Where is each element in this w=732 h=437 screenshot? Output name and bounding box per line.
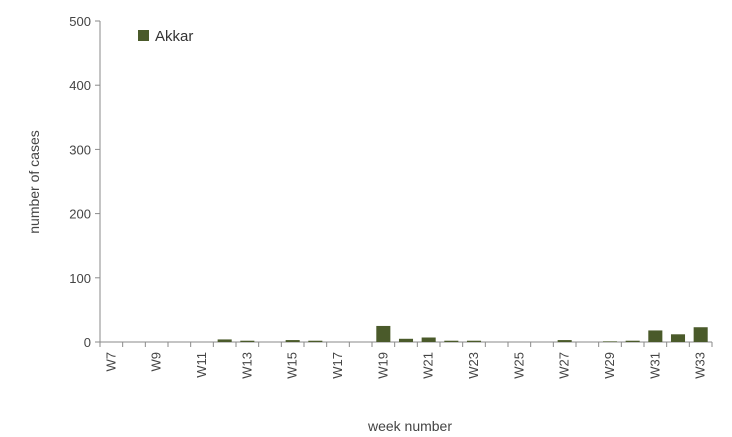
bar-w13 (240, 340, 255, 342)
legend-swatch-akkar (138, 30, 149, 41)
bar-w30 (625, 340, 640, 342)
y-tick-label: 100 (69, 271, 91, 286)
bar-w31 (648, 330, 663, 342)
bar-w27 (557, 340, 572, 342)
y-tick-label: 400 (69, 78, 91, 93)
x-tick-label: W31 (647, 352, 662, 379)
x-tick-label: W9 (149, 352, 164, 372)
bar-w15 (285, 340, 300, 342)
x-tick-label: W21 (421, 352, 436, 379)
y-axis: 0 100 200 300 400 500 (69, 14, 101, 350)
y-axis-title: number of cases (26, 130, 42, 234)
bar-w32 (670, 334, 686, 342)
bar-w19 (376, 325, 391, 342)
y-tick-label: 0 (84, 335, 91, 350)
x-tick-label: W23 (466, 352, 481, 379)
x-axis: W7 W9 W11 W13 W15 W17 W19 W21 W23 W25 W27 W29 W31 W33 (99, 341, 713, 379)
x-axis-title: week number (367, 418, 452, 434)
bar-w21 (421, 337, 436, 342)
x-tick-label: W19 (375, 352, 390, 379)
x-tick-label: W25 (511, 352, 526, 379)
bars (217, 325, 708, 342)
bar-w16 (308, 340, 323, 342)
legend: Akkar (138, 28, 193, 45)
bar-w29 (602, 341, 618, 342)
x-tick-label: W33 (693, 352, 708, 379)
x-tick-label: W11 (194, 352, 209, 378)
y-tick-label: 200 (69, 207, 91, 222)
bar-w12 (217, 339, 232, 342)
x-tick-label: W17 (330, 352, 345, 379)
bar-w22 (444, 340, 459, 342)
y-tick-label: 500 (69, 14, 91, 29)
x-tick-label: W29 (602, 352, 617, 379)
y-tick-label: 300 (69, 142, 91, 157)
bar-w33 (693, 327, 708, 342)
x-tick-label: W13 (239, 352, 254, 379)
bar-w20 (398, 338, 414, 342)
bar-w23 (466, 340, 482, 342)
legend-label-akkar: Akkar (155, 28, 193, 45)
x-tick-label: W7 (103, 352, 118, 372)
x-tick-label: W15 (285, 352, 300, 379)
x-tick-label: W27 (557, 352, 572, 379)
